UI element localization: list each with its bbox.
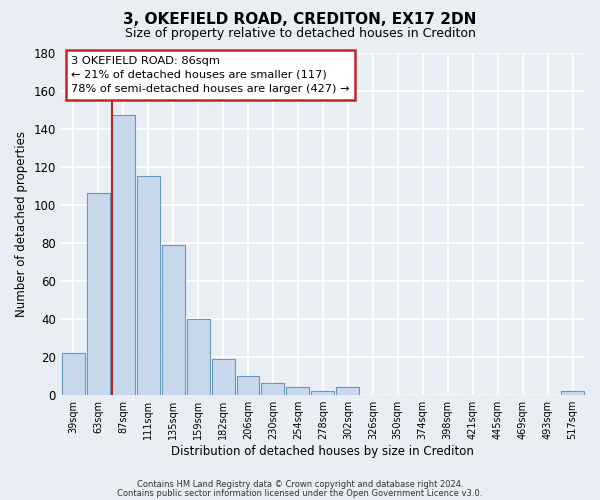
Bar	[262, 384, 284, 394]
Bar	[236, 376, 259, 394]
Bar	[62, 353, 85, 395]
Bar	[286, 387, 310, 394]
X-axis label: Distribution of detached houses by size in Crediton: Distribution of detached houses by size …	[172, 444, 475, 458]
Y-axis label: Number of detached properties: Number of detached properties	[15, 130, 28, 316]
Bar	[187, 318, 209, 394]
Bar	[112, 115, 134, 394]
Bar	[87, 193, 110, 394]
Bar	[137, 176, 160, 394]
Bar	[161, 244, 185, 394]
Bar	[212, 358, 235, 394]
Text: 3, OKEFIELD ROAD, CREDITON, EX17 2DN: 3, OKEFIELD ROAD, CREDITON, EX17 2DN	[124, 12, 476, 28]
Bar	[337, 387, 359, 394]
Text: 3 OKEFIELD ROAD: 86sqm
← 21% of detached houses are smaller (117)
78% of semi-de: 3 OKEFIELD ROAD: 86sqm ← 21% of detached…	[71, 56, 350, 94]
Bar	[311, 391, 334, 394]
Text: Size of property relative to detached houses in Crediton: Size of property relative to detached ho…	[125, 28, 475, 40]
Text: Contains public sector information licensed under the Open Government Licence v3: Contains public sector information licen…	[118, 489, 482, 498]
Bar	[561, 391, 584, 394]
Text: Contains HM Land Registry data © Crown copyright and database right 2024.: Contains HM Land Registry data © Crown c…	[137, 480, 463, 489]
